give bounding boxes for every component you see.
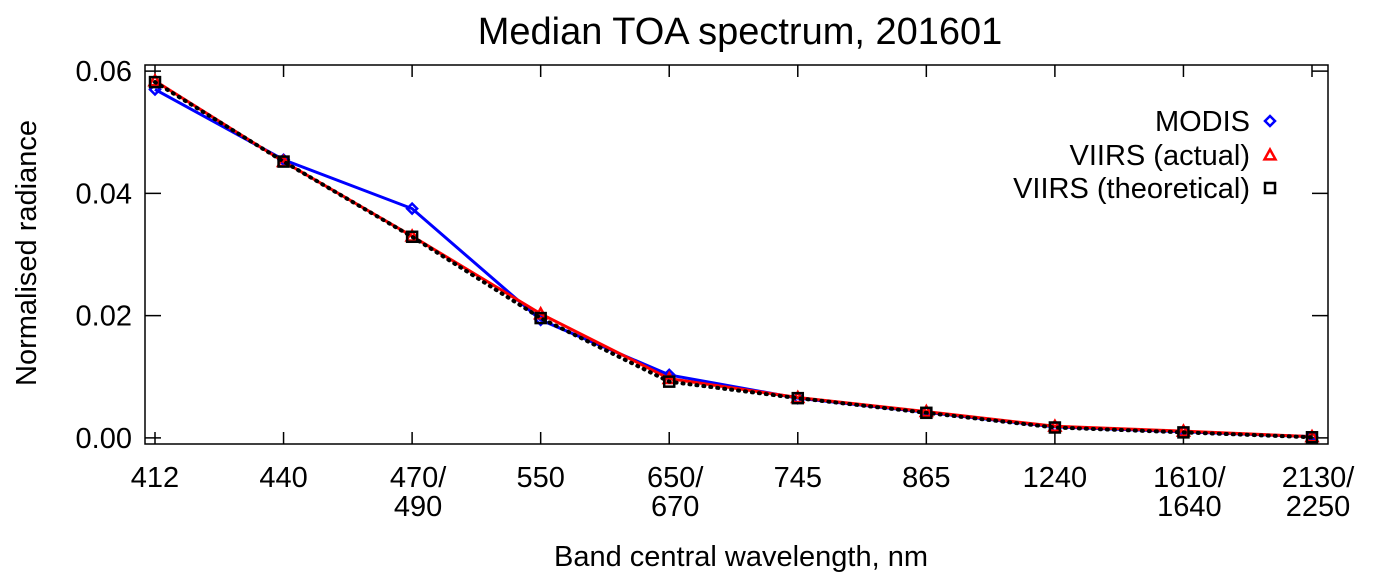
x-tick-label: 2130/ xyxy=(1282,462,1356,494)
data-point xyxy=(147,72,163,87)
x-tick-label: 1640 xyxy=(1157,491,1222,523)
x-tick-label: 2250 xyxy=(1286,491,1351,523)
data-point xyxy=(405,201,419,216)
legend-marker xyxy=(1263,114,1277,128)
legend-marker xyxy=(1263,181,1277,195)
series-viirs-theoretical xyxy=(148,75,1319,444)
y-axis-label: Normalised radiance xyxy=(11,120,43,386)
plot-frame xyxy=(144,64,1329,445)
data-point xyxy=(1048,421,1062,434)
series-line xyxy=(154,79,1313,439)
data-point xyxy=(1175,423,1192,437)
data-point xyxy=(534,311,547,325)
x-tick-label: 412 xyxy=(131,462,179,494)
y-tick-label: 0.04 xyxy=(76,178,132,210)
x-axis-label: Band central wavelength, nm xyxy=(554,541,928,573)
legend-label: VIIRS (actual) xyxy=(1070,140,1251,172)
legend-item: VIIRS (actual) xyxy=(1070,140,1278,172)
x-tick-label: 440 xyxy=(259,462,307,494)
data-point xyxy=(1177,426,1190,439)
legend-marker xyxy=(1262,146,1278,161)
data-point xyxy=(662,375,676,388)
series-layer xyxy=(147,72,1320,444)
y-tick-label: 0.02 xyxy=(76,301,132,333)
data-point xyxy=(791,391,805,405)
data-point xyxy=(277,155,290,168)
data-point xyxy=(1305,431,1319,444)
x-tick-label: 745 xyxy=(774,462,822,494)
x-tick-label: 865 xyxy=(902,462,950,494)
x-tick-label: 550 xyxy=(516,462,564,494)
x-tick-label: 650/ xyxy=(647,462,704,494)
legend-label: MODIS xyxy=(1155,106,1250,138)
data-point xyxy=(405,230,419,244)
y-tick-label: 0.06 xyxy=(76,56,132,88)
legend-item: VIIRS (theoretical) xyxy=(1013,173,1277,205)
x-tick-label: 670 xyxy=(651,491,699,523)
y-tick-label: 0.00 xyxy=(76,423,132,455)
x-tick-label: 470/ xyxy=(390,462,447,494)
x-axis: 412 440 470/490 550 650/670 745 865 1240 1610/16… xyxy=(131,65,1355,523)
legend-item: MODIS xyxy=(1155,106,1277,138)
x-tick-label: 1240 xyxy=(1023,462,1088,494)
y-axis: 0.00 0.02 0.04 0.06 xyxy=(76,56,1328,455)
x-tick-label: 1610/ xyxy=(1153,462,1227,494)
data-point xyxy=(920,406,933,420)
x-tick-label: 490 xyxy=(394,491,442,523)
data-point xyxy=(148,75,162,89)
series-line xyxy=(153,80,1314,440)
legend-label: VIIRS (theoretical) xyxy=(1013,173,1250,205)
chart-title: Median TOA spectrum, 201601 xyxy=(478,11,1003,53)
data-point xyxy=(918,403,934,418)
